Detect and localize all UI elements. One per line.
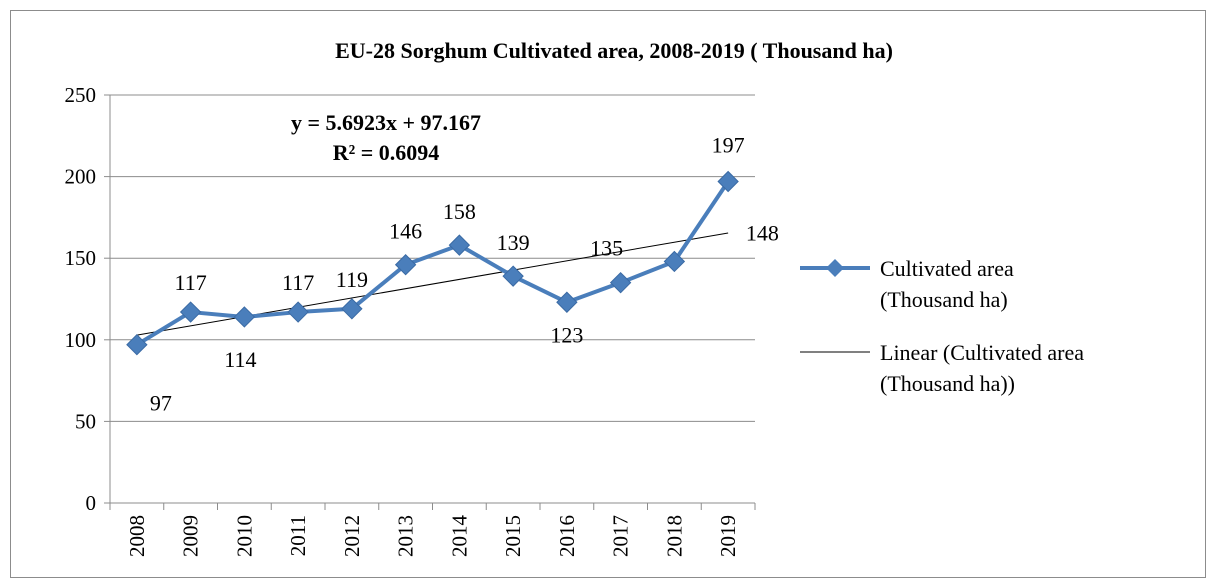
trendline-equation: y = 5.6923x + 97.167: [291, 110, 481, 135]
data-label: 135: [590, 236, 623, 261]
x-axis: 2008 2009 2010 2011 2012 2013 2014 2015 2016 2017…: [109, 502, 756, 558]
data-point: [609, 271, 632, 294]
chart-title: EU-28 Sorghum Cultivated area, 2008-2019…: [335, 38, 893, 63]
data-label: 123: [550, 322, 583, 347]
data-point: [179, 301, 202, 323]
legend-trend-label: (Thousand ha)): [880, 371, 1015, 396]
x-tick-label: 2011: [286, 515, 310, 556]
series-group: [126, 170, 739, 356]
x-tick-label: 2017: [609, 515, 633, 557]
data-label: 139: [497, 230, 530, 255]
data-point: [663, 250, 686, 273]
x-tick-label: 2008: [125, 515, 149, 557]
y-tick-label: 50: [75, 409, 96, 433]
data-label: 119: [336, 267, 368, 292]
x-tick-label: 2012: [340, 515, 364, 557]
chart-frame: [10, 10, 1206, 578]
y-tick-label: 150: [65, 246, 97, 270]
x-tick-label: 2019: [716, 515, 740, 557]
y-tick-label: 0: [86, 491, 97, 515]
x-tick-label: 2015: [501, 515, 525, 557]
data-point: [233, 306, 256, 328]
data-label: 146: [389, 219, 422, 244]
data-point: [394, 254, 417, 276]
legend-trend-label: Linear (Cultivated area: [880, 340, 1084, 365]
data-label: 158: [443, 199, 476, 224]
data-point: [341, 298, 363, 320]
legend-series-label: (Thousand ha): [880, 287, 1008, 312]
legend-series-marker: [826, 259, 844, 277]
data-point: [287, 301, 309, 323]
y-tick-label: 100: [65, 328, 97, 352]
x-tick-label: 2016: [555, 515, 579, 557]
data-point: [717, 170, 739, 193]
data-label: 114: [224, 347, 256, 372]
x-tick-label: 2013: [394, 515, 418, 557]
x-tick-label: 2009: [179, 515, 203, 557]
data-point: [556, 291, 578, 313]
data-label: 148: [746, 220, 779, 245]
legend: Cultivated area (Thousand ha) Linear (Cult…: [800, 256, 1084, 396]
data-point: [126, 333, 148, 356]
trendline-group: [136, 232, 729, 336]
y-tick-label: 250: [65, 83, 97, 107]
y-axis: 0 50 100 150 200 250: [65, 83, 111, 515]
x-tick-label: 2018: [662, 515, 686, 557]
x-tick-label: 2014: [447, 515, 471, 558]
y-tick-label: 200: [65, 165, 97, 189]
data-point: [448, 234, 471, 256]
legend-series-label: Cultivated area: [880, 256, 1014, 281]
data-label: 197: [712, 132, 745, 157]
data-point: [502, 265, 524, 287]
data-label: 117: [282, 270, 314, 295]
data-label: 117: [175, 270, 207, 295]
trendline-r-squared: R² = 0.6094: [333, 140, 440, 165]
data-label: 97: [150, 391, 172, 416]
data-labels: 97 117 114 117 119 146 158 139 123 135 148 197: [150, 132, 779, 415]
x-tick-label: 2010: [232, 515, 256, 557]
gridlines: [110, 94, 755, 422]
trendline: [136, 232, 729, 336]
